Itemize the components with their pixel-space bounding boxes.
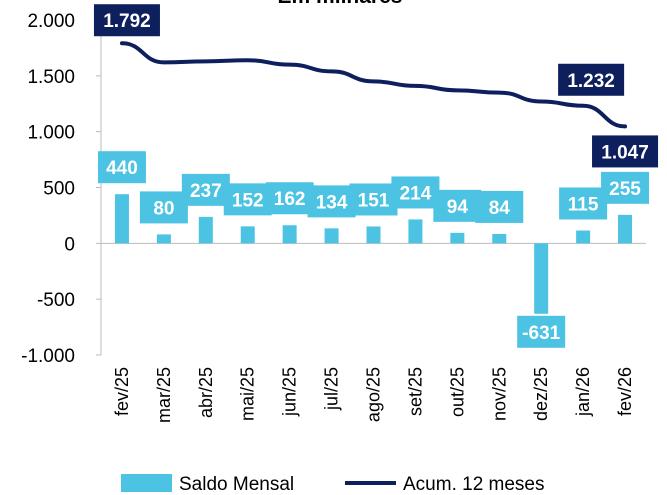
y-tick-label: 2.000 (27, 11, 75, 32)
bar-label-box (391, 176, 440, 209)
legend-label: Acum. 12 meses (403, 474, 545, 495)
line-label: 1.047 (601, 142, 649, 163)
bar (282, 225, 297, 244)
y-tick-label: -500 (37, 290, 75, 311)
bar-label: 84 (489, 198, 511, 219)
bar-label: 255 (609, 179, 641, 200)
bar-label: 151 (358, 190, 390, 211)
line-label-box (93, 4, 160, 37)
line-label: 1.792 (103, 11, 151, 32)
y-tick-label: 0 (64, 234, 75, 255)
x-tick-label: mar/25 (154, 367, 174, 423)
bar-label: -631 (522, 323, 560, 344)
x-tick-label: ago/25 (364, 367, 384, 422)
x-tick-label: set/25 (405, 367, 425, 416)
line (119, 41, 628, 129)
bar (324, 228, 339, 244)
bar-label-box (433, 189, 482, 222)
bar (366, 226, 381, 244)
x-tick-label: fev/26 (615, 367, 635, 416)
x-tick-label: out/25 (447, 367, 467, 417)
bar (114, 194, 129, 244)
bar-label: 134 (316, 192, 348, 213)
legend-label: Saldo Mensal (179, 474, 294, 495)
bar-label-box (601, 171, 650, 204)
line-label: 1.232 (567, 71, 615, 92)
bar-label: 237 (190, 181, 222, 202)
bar (534, 243, 549, 314)
bar-label-box (349, 183, 398, 216)
bar-label-box (475, 190, 524, 223)
bar-label-box (517, 315, 566, 348)
x-tick-label: abr/25 (196, 367, 216, 418)
y-tick-label: -1.000 (21, 346, 75, 367)
bar (198, 216, 213, 244)
bar-label-box (139, 191, 188, 224)
bar (576, 230, 591, 244)
bar-label-box (559, 187, 608, 220)
y-tick-label: 1.000 (27, 123, 75, 144)
bar-label: 214 (400, 183, 432, 204)
bar-label-box (181, 173, 230, 206)
bar (240, 226, 255, 244)
x-tick-label: nov/25 (489, 367, 509, 421)
x-tick-label: jul/25 (322, 367, 342, 411)
line-label-box (558, 63, 625, 96)
y-tick-label: 1.500 (27, 67, 75, 88)
bar-label-box (97, 151, 146, 184)
bar-label-box (223, 183, 272, 216)
x-tick-label: jun/25 (280, 367, 300, 417)
bar-label: 115 (568, 194, 599, 215)
bar (618, 214, 633, 244)
legend-swatch (121, 474, 172, 492)
x-tick-label: jan/26 (573, 367, 593, 417)
bar (408, 219, 423, 244)
x-tick-label: dez/25 (531, 367, 551, 421)
bar (156, 234, 171, 244)
bar-label-box (307, 185, 356, 218)
bar-label: 94 (447, 197, 469, 218)
y-tick-label: 500 (43, 179, 75, 200)
bar-label-box (265, 182, 314, 215)
bar (450, 232, 465, 244)
bar-label: 162 (274, 189, 306, 210)
chart-title: Em milhares (278, 0, 403, 8)
x-tick-label: mai/25 (238, 367, 258, 421)
bar-label: 80 (153, 198, 174, 219)
bar-label: 440 (106, 158, 138, 179)
bar (492, 233, 507, 244)
bar-label: 152 (232, 190, 264, 211)
x-tick-label: fev/25 (112, 367, 132, 416)
line-label-box (592, 135, 659, 168)
